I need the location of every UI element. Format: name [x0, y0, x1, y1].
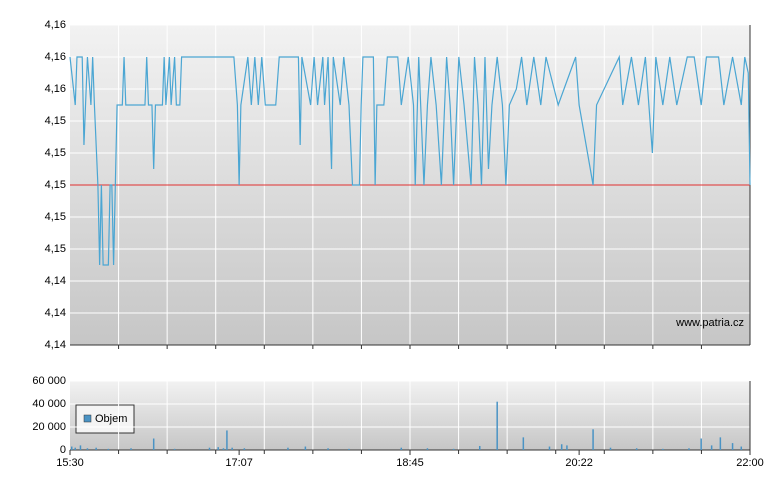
- volume-bar: [662, 448, 664, 450]
- volume-bar: [130, 448, 132, 450]
- legend-swatch: [83, 414, 92, 423]
- volume-bar: [70, 446, 73, 450]
- y-tick-label: 4,15: [45, 211, 66, 223]
- volume-bar: [74, 447, 76, 450]
- volume-bar: [710, 445, 713, 450]
- volume-bar: [107, 448, 110, 450]
- volume-bar: [496, 401, 498, 450]
- y-tick-label: 4,15: [45, 115, 66, 127]
- volume-bar: [740, 446, 743, 450]
- legend-label: Objem: [95, 413, 127, 425]
- x-tick-label: 22:00: [736, 457, 764, 469]
- y-tick-label: 0: [60, 444, 66, 456]
- price-line: [69, 54, 751, 266]
- x-tick-label: 17:07: [225, 457, 253, 469]
- volume-bar: [95, 447, 97, 450]
- volume-bar: [688, 448, 690, 450]
- y-tick-label: 4,15: [45, 243, 66, 255]
- volume-bar: [731, 443, 734, 450]
- volume-bar: [79, 445, 82, 450]
- volume-bar: [86, 448, 89, 450]
- volume-bar: [566, 445, 568, 450]
- y-tick-label: 4,15: [45, 147, 66, 159]
- x-tick-label: 18:45: [396, 457, 424, 469]
- volume-bar: [243, 448, 246, 450]
- volume-bar: [635, 448, 638, 450]
- y-tick-label: 4,14: [45, 339, 66, 351]
- volume-bar: [208, 447, 211, 450]
- y-tick-label: 4,14: [45, 307, 66, 319]
- volume-bar: [348, 448, 350, 450]
- y-tick-label: 4,16: [45, 83, 66, 95]
- volume-bar: [231, 447, 233, 450]
- volume-bar: [700, 438, 702, 450]
- volume-bar: [226, 430, 228, 450]
- volume-bar: [152, 438, 155, 450]
- x-tick-label: 20:22: [565, 457, 593, 469]
- volume-bar: [327, 448, 329, 450]
- y-tick-label: 40 000: [32, 398, 66, 410]
- volume-bar: [426, 448, 429, 450]
- y-tick-label: 60 000: [32, 375, 66, 387]
- volume-bar: [173, 448, 176, 450]
- volume-bar: [560, 444, 563, 450]
- y-tick-label: 4,15: [45, 179, 66, 191]
- volume-bar: [522, 437, 525, 450]
- volume-bar: [719, 437, 722, 450]
- y-tick-label: 4,14: [45, 275, 66, 287]
- volume-bar: [400, 447, 403, 450]
- volume-bar: [287, 447, 289, 450]
- y-tick-label: 4,16: [45, 51, 66, 63]
- volume-bar: [304, 446, 307, 450]
- volume-bar: [222, 448, 225, 450]
- volume-bar: [592, 429, 594, 450]
- watermark: www.patria.cz: [675, 317, 744, 329]
- y-tick-label: 4,16: [45, 19, 66, 31]
- y-tick-label: 20 000: [32, 421, 66, 433]
- volume-bar: [609, 447, 612, 450]
- volume-bar: [217, 447, 219, 450]
- volume-bar: [452, 448, 455, 450]
- x-tick-label: 15:30: [56, 457, 84, 469]
- volume-bar: [478, 445, 481, 450]
- volume-bar: [548, 446, 551, 450]
